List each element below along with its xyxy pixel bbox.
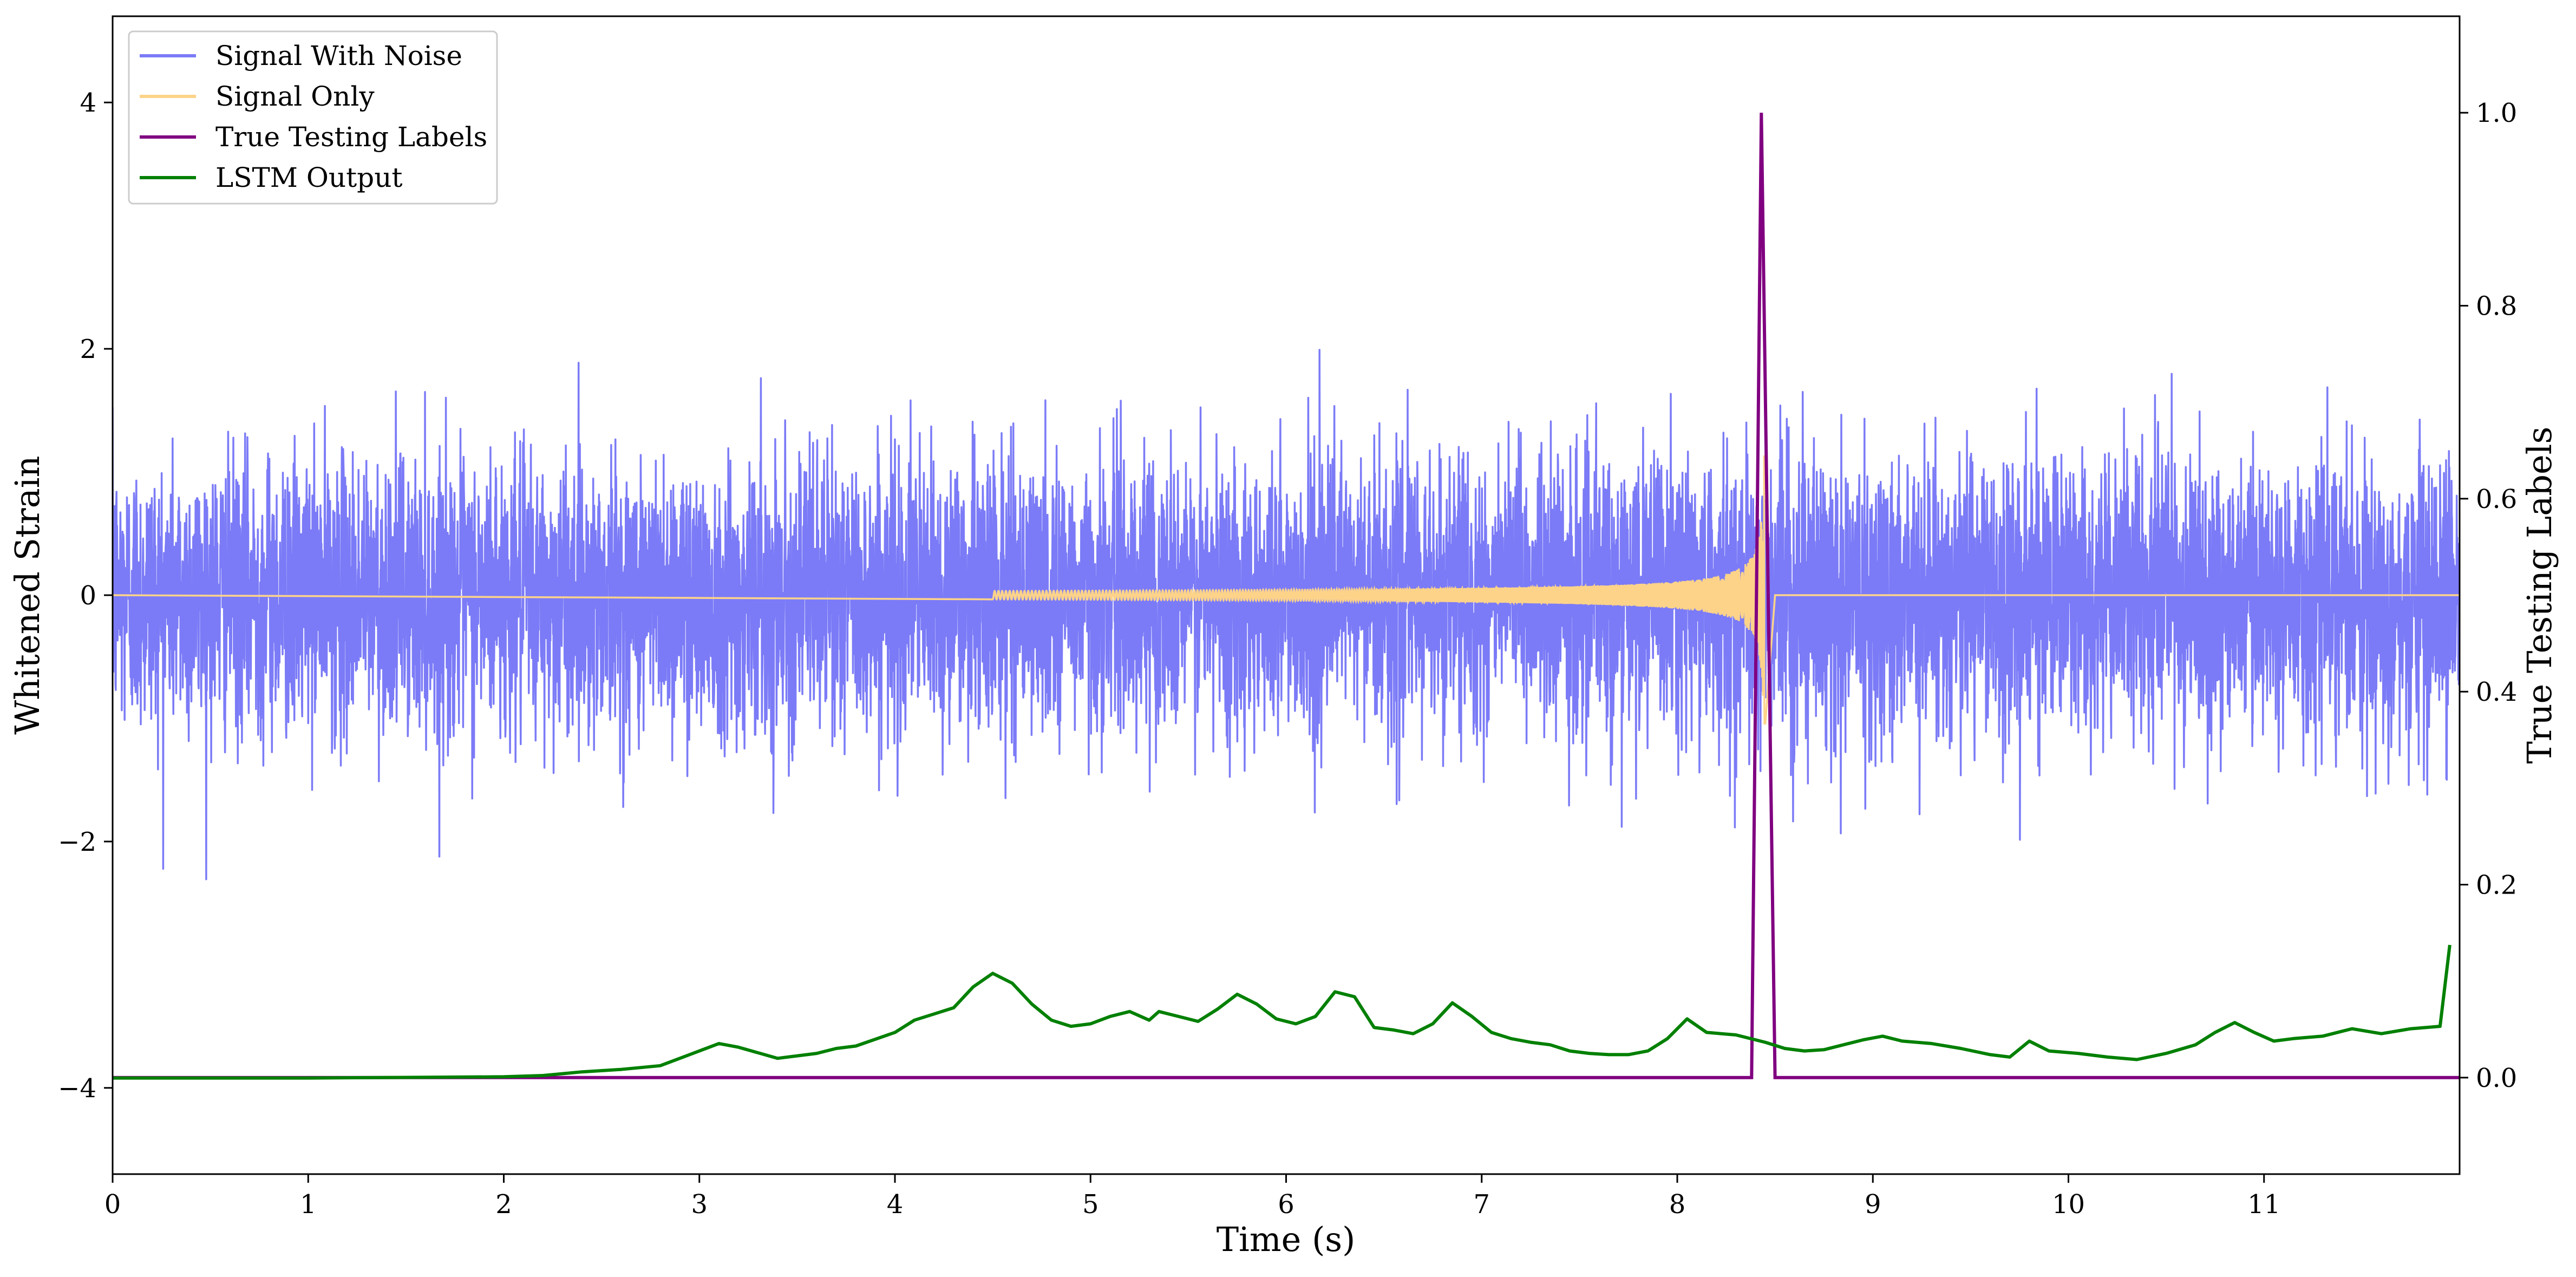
y-tick-label: 2	[80, 334, 96, 364]
x-tick-label: 1	[300, 1189, 317, 1220]
x-tick-label: 2	[495, 1189, 512, 1220]
legend-label: True Testing Labels	[215, 121, 487, 153]
y-axis-label: Whitened Strain	[8, 456, 47, 735]
x-tick-label: 9	[1865, 1189, 1881, 1220]
x-axis: 0 1 2 3 4 5 6 7 8 9 10 11	[104, 1174, 2280, 1220]
y-tick-label: −4	[58, 1073, 96, 1104]
series-signal-with-noise	[113, 349, 2460, 881]
x-tick-label: 4	[887, 1189, 904, 1220]
x-tick-label: 5	[1082, 1189, 1099, 1220]
legend-label: LSTM Output	[215, 162, 402, 193]
y2-tick-label: 0.8	[2476, 291, 2517, 322]
x-tick-label: 6	[1278, 1189, 1294, 1220]
x-tick-label: 11	[2247, 1189, 2280, 1220]
y2-tick-label: 1.0	[2476, 98, 2517, 128]
y-tick-label: −2	[58, 827, 96, 857]
series-lstm-output	[113, 944, 2451, 1080]
legend-box	[128, 30, 498, 205]
y2-tick-label: 0.2	[2476, 870, 2517, 901]
y-tick-label: 4	[80, 88, 96, 118]
x-axis-label: Time (s)	[1217, 1220, 1356, 1259]
legend: Signal With Noise Signal Only True Testing…	[128, 30, 498, 205]
y2-tick-label: 0.6	[2476, 484, 2517, 514]
y-tick-label: 0	[80, 581, 96, 611]
x-tick-label: 0	[104, 1189, 121, 1220]
y2-axis-label: True Testing Labels	[2520, 427, 2559, 764]
y-axis-right: 1.0 0.8 0.6 0.4 0.2 0.0	[2460, 98, 2517, 1093]
y2-tick-label: 0.0	[2476, 1063, 2517, 1093]
legend-label: Signal With Noise	[215, 40, 462, 71]
legend-label: Signal Only	[215, 81, 375, 112]
x-tick-label: 8	[1669, 1189, 1686, 1220]
x-tick-label: 3	[691, 1189, 708, 1220]
series-true-testing-labels	[113, 113, 2460, 1079]
plot-area	[113, 113, 2460, 1080]
series-signal-only	[113, 455, 2460, 725]
y-axis-left: 4 2 0 −2 −4	[58, 88, 113, 1104]
x-tick-label: 7	[1473, 1189, 1490, 1220]
y2-tick-label: 0.4	[2476, 677, 2517, 707]
x-tick-label: 10	[2052, 1189, 2085, 1220]
